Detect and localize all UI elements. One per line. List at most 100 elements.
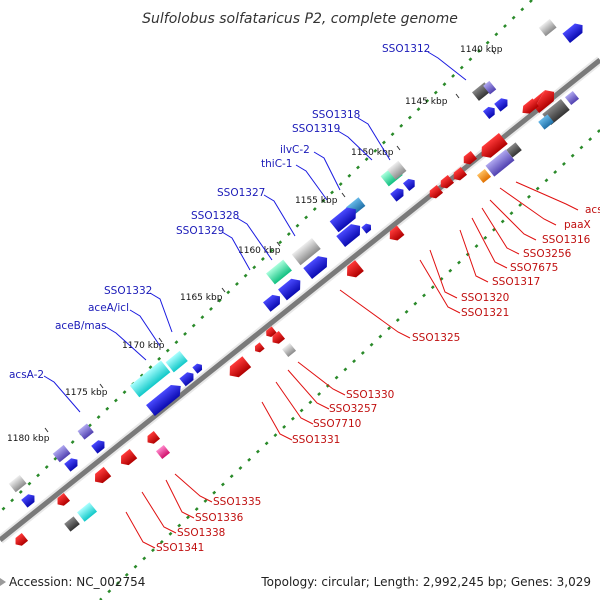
gene-feature[interactable] bbox=[192, 362, 204, 374]
gene-feature[interactable] bbox=[269, 330, 286, 346]
gene-label[interactable]: paaX bbox=[564, 219, 591, 231]
tick-label: 1175 kbp bbox=[65, 388, 108, 398]
gene-feature[interactable] bbox=[253, 342, 265, 354]
gene-label[interactable]: SSO1336 bbox=[195, 512, 244, 524]
map-title: Sulfolobus solfataricus P2, complete gen… bbox=[142, 11, 458, 27]
gene-feature[interactable] bbox=[461, 150, 478, 167]
gene-feature[interactable] bbox=[336, 220, 364, 247]
red-leader-lines bbox=[125, 181, 579, 549]
gene-feature[interactable] bbox=[278, 275, 305, 301]
gene-label[interactable]: aceA/icl bbox=[88, 302, 129, 314]
gene-feature[interactable] bbox=[494, 96, 510, 112]
gene-label[interactable]: acsA-2 bbox=[9, 369, 44, 381]
gene-feature[interactable] bbox=[390, 186, 406, 202]
gene-feature[interactable] bbox=[144, 430, 161, 446]
gene-label[interactable]: SSO1321 bbox=[461, 307, 509, 319]
gene-label[interactable]: SSO1331 bbox=[292, 434, 340, 446]
gene-feature[interactable] bbox=[506, 142, 522, 158]
gene-feature[interactable] bbox=[387, 160, 407, 180]
gene-label[interactable]: SSO7675 bbox=[510, 262, 558, 274]
gene-feature[interactable] bbox=[77, 423, 94, 440]
forward-strand-genes bbox=[8, 18, 586, 508]
gene-feature[interactable] bbox=[281, 342, 297, 358]
gene-feature[interactable] bbox=[361, 222, 373, 234]
gene-label[interactable]: SSO1320 bbox=[461, 292, 509, 304]
gene-label[interactable]: SSO1319 bbox=[292, 123, 340, 135]
gene-feature[interactable] bbox=[438, 174, 455, 191]
tick-label: 1165 kbp bbox=[180, 293, 223, 303]
gene-feature[interactable] bbox=[129, 360, 171, 398]
gene-label[interactable]: SSO1328 bbox=[191, 210, 239, 222]
gene-feature[interactable] bbox=[476, 168, 492, 184]
gene-feature[interactable] bbox=[179, 370, 196, 387]
gene-feature[interactable] bbox=[427, 184, 444, 201]
gene-feature[interactable] bbox=[519, 98, 539, 116]
gene-feature[interactable] bbox=[402, 176, 418, 192]
gene-label[interactable]: thiC-1 bbox=[261, 158, 293, 170]
gene-label[interactable]: SSO1317 bbox=[492, 276, 540, 288]
gene-feature[interactable] bbox=[165, 350, 188, 373]
gene-feature[interactable] bbox=[117, 448, 138, 468]
accession-text: Accession: NC_002754 bbox=[9, 575, 145, 589]
gene-label[interactable]: SSO1325 bbox=[412, 332, 460, 344]
gene-feature[interactable] bbox=[64, 516, 80, 532]
gene-feature[interactable] bbox=[538, 18, 557, 37]
gene-feature[interactable] bbox=[477, 133, 508, 162]
gene-label[interactable]: SSO3256 bbox=[523, 248, 572, 260]
tick-label: 1180 kbp bbox=[7, 434, 50, 444]
gene-feature[interactable] bbox=[303, 252, 331, 279]
gene-feature[interactable] bbox=[562, 20, 586, 43]
tick-labels: 1140 kbp 1145 kbp 1150 kbp 1155 kbp 1160… bbox=[7, 45, 503, 444]
gene-feature[interactable] bbox=[225, 356, 252, 381]
gene-feature[interactable] bbox=[329, 204, 361, 233]
gene-label[interactable]: SSO1329 bbox=[176, 225, 224, 237]
gene-feature[interactable] bbox=[483, 80, 497, 95]
gene-label[interactable]: SSO3257 bbox=[329, 403, 377, 415]
gene-feature[interactable] bbox=[538, 114, 554, 130]
gene-label[interactable]: ilvC-2 bbox=[280, 144, 310, 156]
gene-label[interactable]: SSO7710 bbox=[313, 418, 361, 430]
gene-label[interactable]: SSO1332 bbox=[104, 285, 152, 297]
gene-label[interactable]: SSO1338 bbox=[177, 527, 225, 539]
gene-label[interactable]: SSO1335 bbox=[213, 496, 261, 508]
blue-gene-labels: SSO1312 SSO1318 SSO1319 ilvC-2 thiC-1 SS… bbox=[9, 43, 430, 381]
reverse-strand-genes bbox=[12, 90, 580, 548]
gene-feature[interactable] bbox=[91, 466, 112, 486]
gene-feature[interactable] bbox=[54, 492, 71, 508]
gene-label[interactable]: SSO1312 bbox=[382, 43, 430, 55]
tick-marks bbox=[44, 49, 496, 433]
gene-feature[interactable] bbox=[266, 259, 292, 285]
gene-feature[interactable] bbox=[52, 444, 71, 463]
gene-feature[interactable] bbox=[91, 438, 107, 454]
gene-feature[interactable] bbox=[77, 502, 97, 522]
gene-feature[interactable] bbox=[291, 238, 321, 266]
footer: Accession: NC_002754 Topology: circular;… bbox=[0, 575, 591, 589]
gene-label[interactable]: SSO1316 bbox=[542, 234, 591, 246]
gene-feature[interactable] bbox=[482, 104, 498, 120]
gene-feature[interactable] bbox=[386, 225, 405, 244]
tick-label: 1140 kbp bbox=[460, 45, 503, 55]
tick-label: 1155 kbp bbox=[295, 196, 338, 206]
tick-label: 1145 kbp bbox=[405, 97, 448, 107]
gene-feature[interactable] bbox=[21, 492, 37, 508]
tick-label: 1160 kbp bbox=[238, 246, 281, 256]
gene-feature[interactable] bbox=[12, 532, 29, 548]
gene-label[interactable]: acsA-1 bbox=[585, 204, 600, 216]
gene-feature[interactable] bbox=[155, 444, 171, 460]
gene-feature[interactable] bbox=[263, 292, 284, 312]
gene-label[interactable]: SSO1318 bbox=[312, 109, 360, 121]
gene-feature[interactable] bbox=[343, 260, 364, 281]
gene-feature[interactable] bbox=[564, 90, 580, 106]
gc-track-outer bbox=[0, 0, 533, 513]
gene-label[interactable]: SSO1330 bbox=[346, 389, 394, 401]
gene-feature[interactable] bbox=[485, 149, 515, 177]
gene-feature[interactable] bbox=[8, 474, 27, 493]
gene-feature[interactable] bbox=[264, 326, 277, 339]
gene-label[interactable]: SSO1341 bbox=[156, 542, 204, 554]
gene-label[interactable]: SSO1327 bbox=[217, 187, 265, 199]
gene-feature[interactable] bbox=[451, 166, 468, 183]
gene-feature[interactable] bbox=[146, 381, 185, 417]
gene-feature[interactable] bbox=[64, 456, 80, 472]
gene-label[interactable]: aceB/mas bbox=[55, 320, 107, 332]
